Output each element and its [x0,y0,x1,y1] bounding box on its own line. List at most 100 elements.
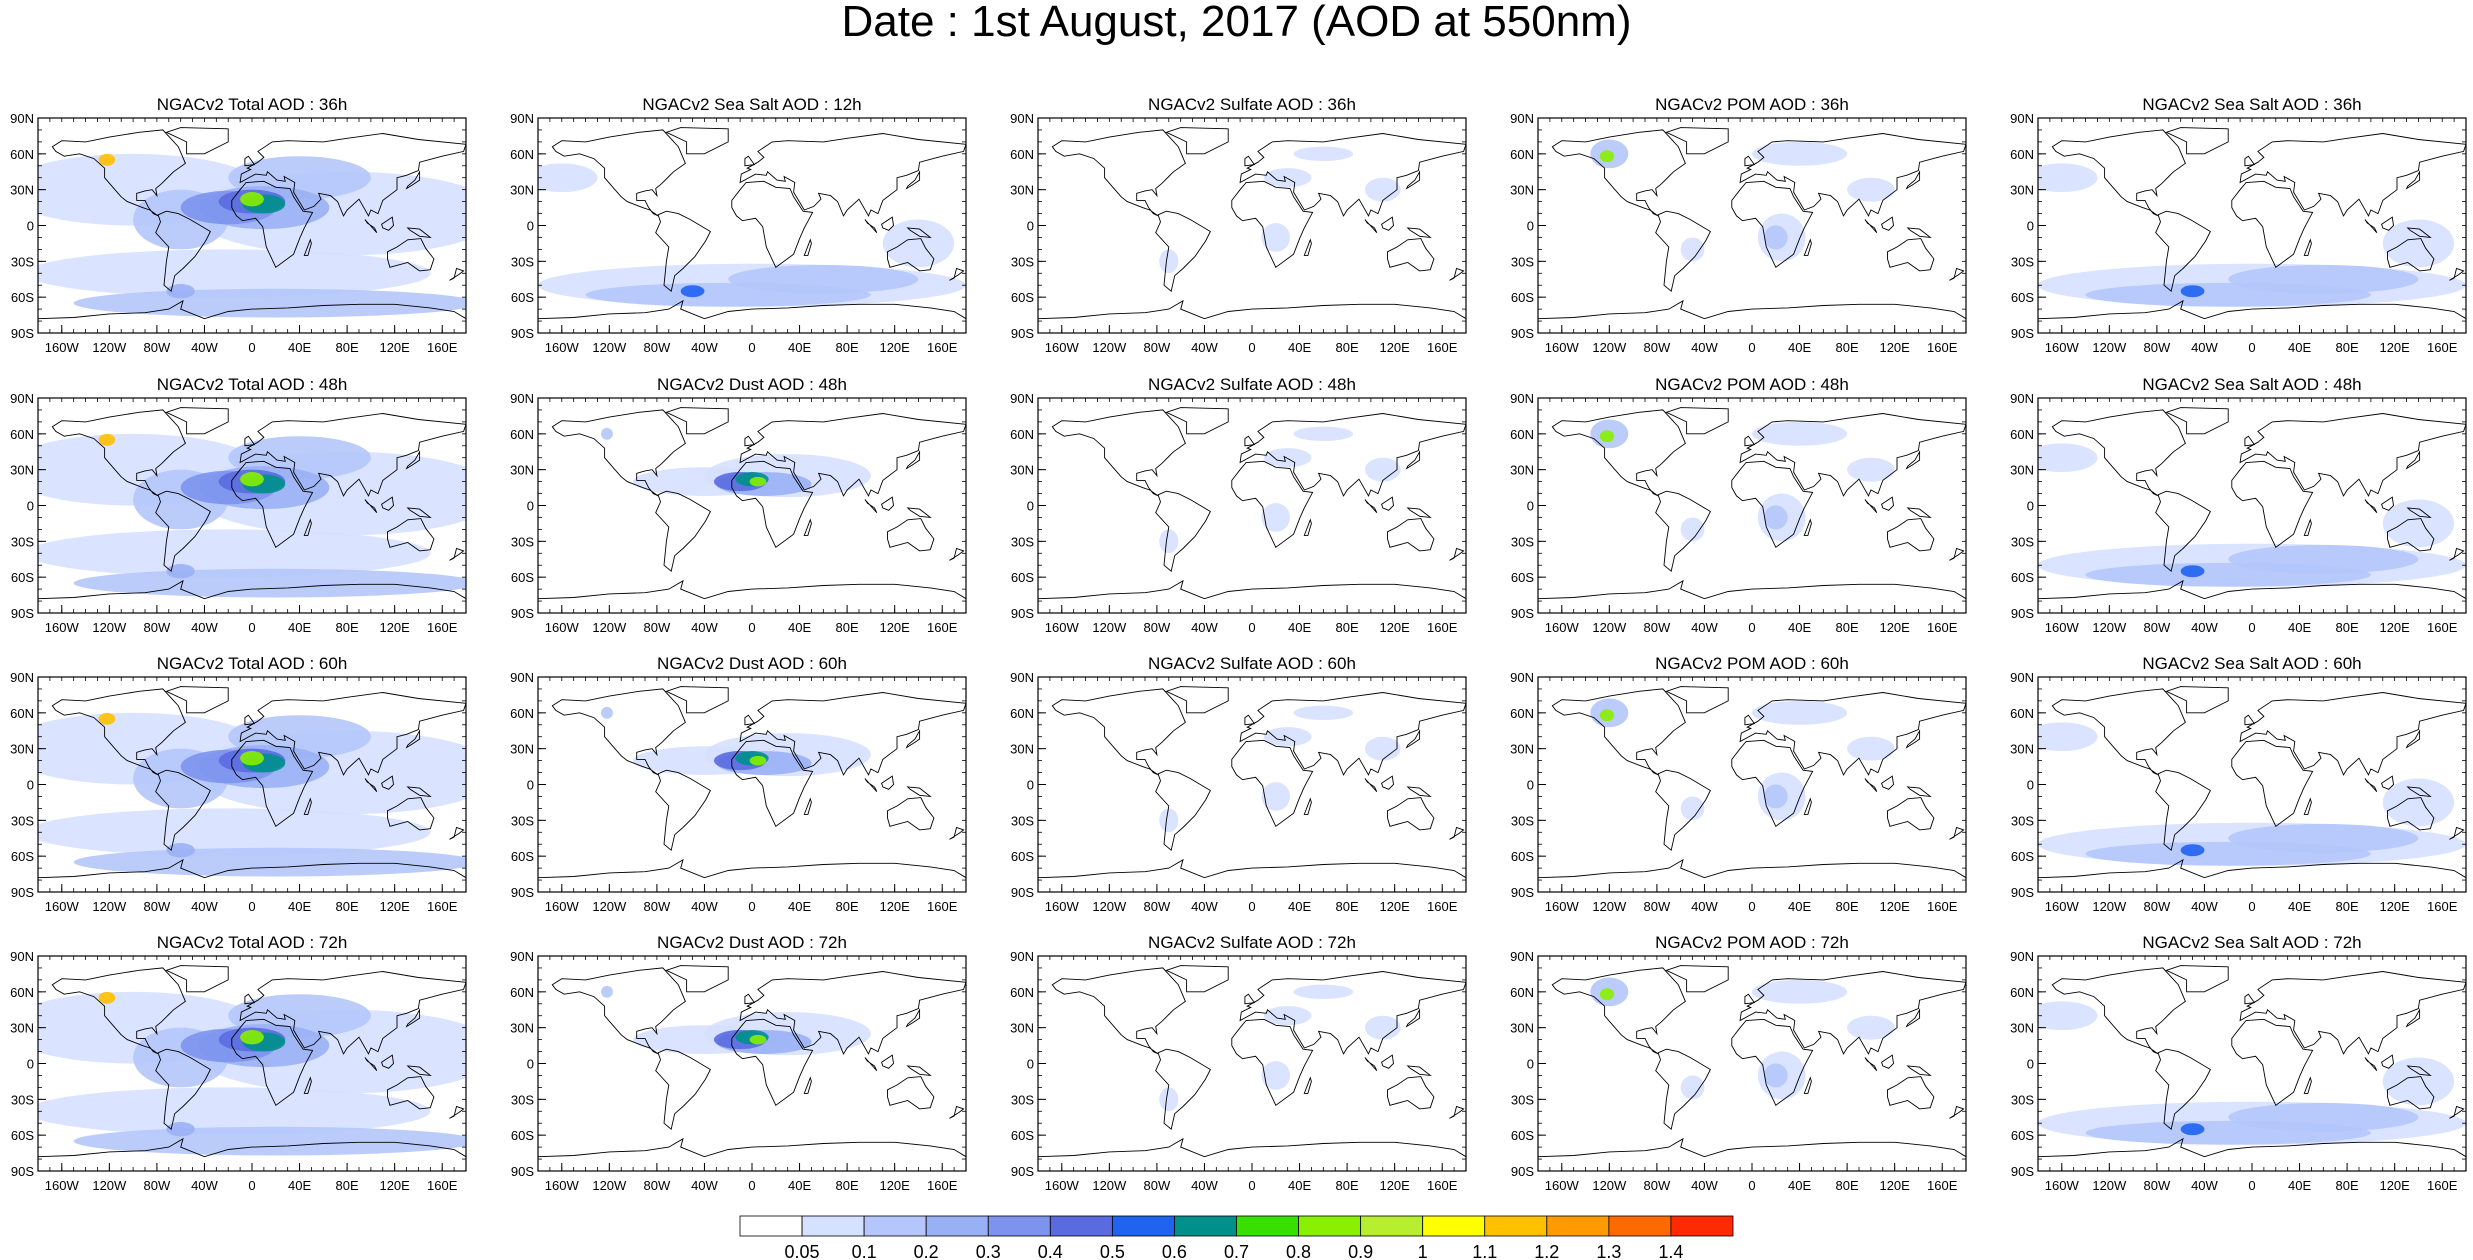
coastline [1744,435,1756,447]
lat-tick-label: 60N [1510,706,1534,721]
lat-tick-label: 0 [2027,778,2034,793]
coastline [1949,826,1965,840]
panel-title: NGACv2 Total AOD : 60h [157,654,348,673]
lon-tick-label: 80E [336,1178,359,1193]
lon-tick-label: 120W [2092,620,2127,635]
coastline [1744,155,1756,167]
coastline [905,1008,921,1028]
coastline [739,971,966,1055]
map-panel: NGACv2 Sulfate AOD : 60h 90N 60N 30N 0 30S 60S… [1010,654,1467,914]
lat-tick-label: 0 [1027,778,1034,793]
coastline-antarctica [2038,299,2466,320]
lon-tick-label: 80W [1644,899,1671,914]
coastline [2449,547,2465,561]
lon-tick-label: 40W [191,620,218,635]
coastline [905,729,921,749]
lon-tick-label: 120W [2092,899,2127,914]
coastline [1364,499,1378,514]
lat-tick-label: 90N [1010,391,1034,406]
coastline [1155,210,1211,293]
lat-tick-label: 30N [2010,463,2034,478]
aod-field-patch [98,433,116,446]
lat-tick-label: 0 [27,1057,34,1072]
coastline [1803,518,1812,536]
colorbar-swatch [925,1215,989,1237]
colorbar-label: 0.7 [1224,1242,1249,1260]
aod-field-patch [2180,844,2205,857]
lon-tick-label: 0 [1748,340,1755,355]
lon-tick-label: 160W [45,899,80,914]
coastline-antarctica [1538,1137,1966,1158]
coastline [1887,238,1935,272]
coastline [1665,127,1729,155]
lat-tick-label: 60N [1510,427,1534,442]
colorbar-swatch [1422,1215,1486,1237]
coastline [2231,180,2314,268]
coastline [1449,826,1465,840]
coastline [165,965,229,993]
lat-tick-label: 60S [2011,1128,2034,1143]
lat-tick-label: 90N [510,391,534,406]
lon-tick-label: 160W [2045,620,2080,635]
lat-tick-label: 90S [11,606,34,621]
coastline [864,778,878,793]
coastline [906,227,932,239]
aod-field-patch [1847,1015,1895,1040]
map-panel: NGACv2 Total AOD : 36h 90N 60N 30N 0 30S 60S 90… [10,95,467,355]
coastline [1881,216,1894,231]
lon-tick-label: 0 [248,1178,255,1193]
lon-tick-label: 40E [1788,899,1811,914]
lat-tick-label: 60S [11,1128,34,1143]
lat-tick-label: 60S [1511,570,1534,585]
map-frame [1037,676,1467,893]
lon-tick-label: 80E [1836,340,1859,355]
colorbar-swatch [1049,1215,1113,1237]
lon-tick-label: 40E [2288,899,2311,914]
aod-field-patch [1680,1075,1705,1100]
lat-tick-label: 0 [1527,219,1534,234]
coastline [1551,967,1686,1055]
lon-tick-label: 160E [1927,1178,1958,1193]
lat-tick-label: 90N [2010,670,2034,685]
aod-field-patch [749,755,767,766]
lon-tick-label: 160W [1045,1178,1080,1193]
lon-tick-label: 40E [1288,899,1311,914]
coastline [1744,993,1756,1005]
lon-tick-label: 120E [2379,1178,2410,1193]
coastline [2405,450,2421,470]
coastline [155,210,211,293]
lat-tick-label: 60N [510,706,534,721]
figure-title: Date : 1st August, 2017 (AOD at 550nm) [841,0,1632,46]
lon-tick-label: 80W [644,620,671,635]
coastline [2381,775,2394,790]
colorbar-label: 1 [1418,1242,1428,1260]
colorbar-swatch [1608,1215,1672,1237]
coastline [1303,238,1312,256]
lat-tick-label: 90S [1511,885,1534,900]
coastline-antarctica [538,1137,966,1158]
aod-field-patch [1752,700,1848,725]
coastline [406,786,432,798]
lon-tick-label: 80W [1144,899,1171,914]
lat-tick-label: 30S [1511,813,1534,828]
lon-tick-label: 120E [1379,340,1410,355]
aod-field-patch [240,472,264,487]
lon-tick-label: 160E [927,340,958,355]
coastline [1381,496,1394,511]
aod-field-patch [601,985,613,998]
coastline [551,129,686,217]
coastline [905,170,921,190]
lon-tick-label: 160W [545,340,580,355]
coastline [1387,518,1435,552]
coastline [739,413,966,497]
lat-tick-label: 90S [2011,606,2034,621]
lat-tick-label: 60S [11,849,34,864]
lon-tick-label: 160W [545,899,580,914]
panel-title: NGACv2 POM AOD : 60h [1655,654,1849,673]
lon-tick-label: 160W [45,340,80,355]
lat-tick-label: 30S [2011,254,2034,269]
aod-field-patch [2038,443,2098,473]
aod-field-patch [1261,503,1291,532]
panel-title: NGACv2 Sulfate AOD : 60h [1148,654,1356,673]
